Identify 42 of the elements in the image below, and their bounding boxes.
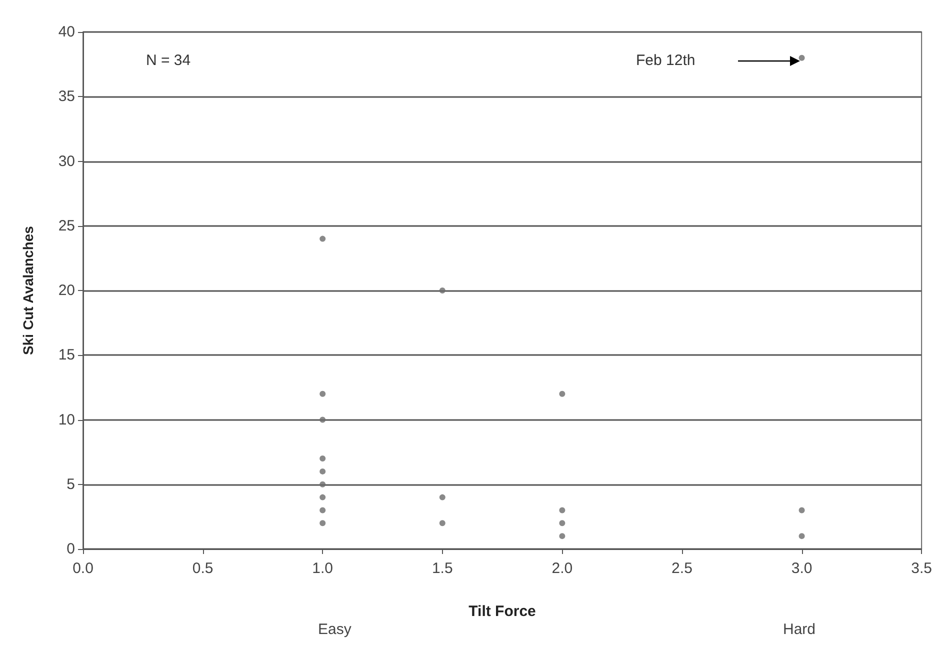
x-tick-label: 3.5 [911,560,932,577]
x-tick-label: 1.5 [432,560,453,577]
point [320,390,326,397]
point [559,390,566,397]
point [439,288,446,294]
point [559,507,566,514]
point [559,520,566,526]
point [439,494,446,500]
x-tick-label: 1.0 [312,560,334,577]
y-tick-label: 25 [58,217,75,234]
point [320,481,326,488]
point [320,494,326,500]
point [320,236,326,242]
y-tick-label: 10 [58,411,75,428]
x-tick-label: 3.0 [791,560,812,577]
y-tick-label: 20 [58,282,75,299]
x-axis-title: Tilt Force [468,603,536,620]
annotation: Feb 12th [636,52,696,69]
x-tick-label: 2.5 [672,560,692,577]
y-tick-label: 40 [58,24,75,40]
point [559,533,566,540]
annotation: N = 34 [146,52,191,69]
y-tick-label: 0 [66,540,75,558]
x-tick-label: 0.0 [72,560,94,577]
y-tick-label: 15 [58,346,75,364]
point [320,468,326,474]
point [320,456,326,462]
x-tick-label: 0.5 [192,560,214,577]
point [798,54,805,61]
x-tick-label: 2.0 [552,560,573,577]
point [320,507,326,514]
y-tick-label: 35 [58,88,75,106]
y-tick-label: 5 [66,476,75,493]
point [798,533,805,540]
point [320,416,326,423]
point [439,520,446,526]
text: Easy [318,621,352,638]
y-tick-label: 30 [58,152,75,170]
text: Hard [783,621,816,638]
point [798,507,805,514]
y-axis-title: Ski Cut Avalanches [20,226,36,355]
point [320,520,326,526]
